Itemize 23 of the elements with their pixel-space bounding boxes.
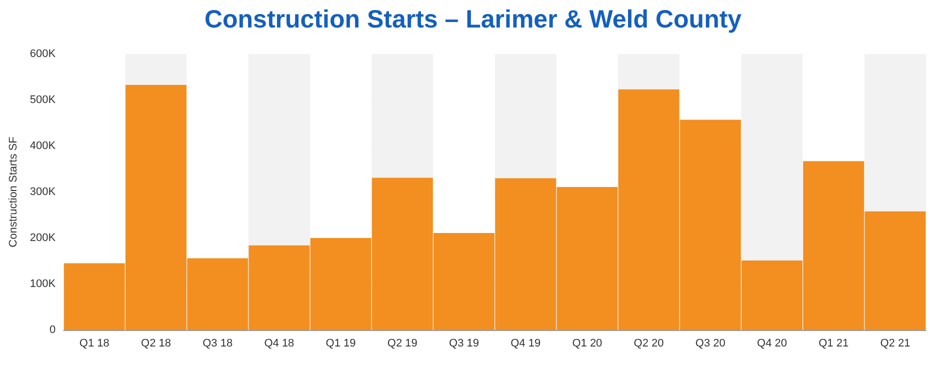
x-tick-label: Q1 20 xyxy=(572,338,602,350)
x-tick-label: Q4 20 xyxy=(757,338,787,350)
x-tick-label: Q4 19 xyxy=(510,338,541,350)
chart-title: Construction Starts – Larimer & Weld County xyxy=(204,6,742,34)
y-tick-label: 300K xyxy=(30,186,56,198)
x-tick-label: Q3 18 xyxy=(202,338,233,350)
x-tick-label: Q1 18 xyxy=(79,338,110,350)
y-tick-label: 200K xyxy=(30,232,56,244)
y-tick-label: 500K xyxy=(30,94,56,106)
x-tick-label: Q2 20 xyxy=(634,338,664,350)
x-tick-label: Q1 19 xyxy=(326,338,356,350)
x-tick-label: Q2 21 xyxy=(880,338,910,350)
x-tick-label: Q3 20 xyxy=(695,338,726,350)
y-tick-label: 0 xyxy=(49,324,56,336)
x-tick-label: Q1 21 xyxy=(818,338,849,350)
y-tick-label: 400K xyxy=(30,140,56,152)
y-tick-label: 100K xyxy=(30,278,56,290)
x-tick-label: Q2 18 xyxy=(141,338,171,350)
x-tick-label: Q2 19 xyxy=(387,338,418,350)
x-tick-label: Q3 19 xyxy=(449,338,479,350)
y-tick-label: 600K xyxy=(30,48,56,60)
y-axis-title: Construction Starts SF xyxy=(8,136,20,248)
x-tick-label: Q4 18 xyxy=(264,338,294,350)
